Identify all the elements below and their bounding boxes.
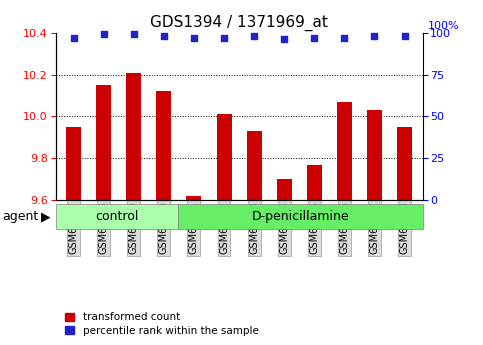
Text: control: control <box>95 210 139 223</box>
Bar <box>277 179 292 200</box>
Text: 100%: 100% <box>428 21 460 31</box>
Point <box>160 33 168 39</box>
Point <box>370 33 378 39</box>
Title: GDS1394 / 1371969_at: GDS1394 / 1371969_at <box>150 15 328 31</box>
Point <box>190 35 198 41</box>
Point <box>341 35 348 41</box>
Point <box>311 35 318 41</box>
Text: agent: agent <box>2 210 39 223</box>
Bar <box>397 127 412 200</box>
Bar <box>367 110 382 200</box>
Text: D-penicillamine: D-penicillamine <box>252 210 349 223</box>
Bar <box>186 196 201 200</box>
Bar <box>156 91 171 200</box>
Bar <box>247 131 262 200</box>
Bar <box>66 127 81 200</box>
Point <box>401 33 409 39</box>
Bar <box>216 114 231 200</box>
Legend: transformed count, percentile rank within the sample: transformed count, percentile rank withi… <box>61 308 263 340</box>
Bar <box>126 72 142 200</box>
Point <box>220 35 228 41</box>
Text: ▶: ▶ <box>41 210 51 223</box>
Point <box>280 37 288 42</box>
Bar <box>96 85 111 200</box>
Bar <box>307 165 322 200</box>
Point <box>70 35 77 41</box>
Bar <box>337 102 352 200</box>
Point <box>100 32 108 37</box>
Point <box>250 33 258 39</box>
Point <box>130 32 138 37</box>
